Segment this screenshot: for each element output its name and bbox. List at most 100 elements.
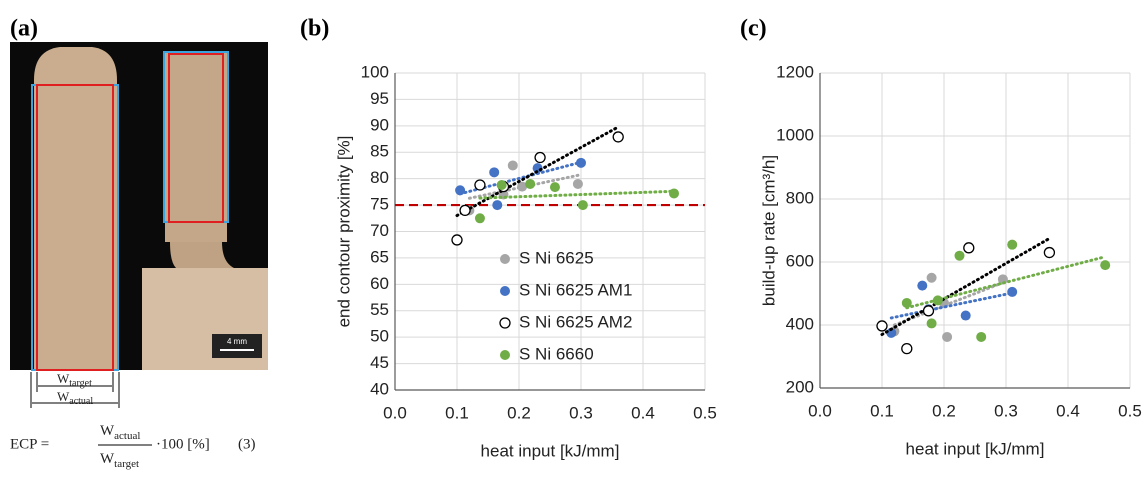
point — [451, 234, 463, 246]
trend-line — [880, 236, 1051, 337]
x-tick-label: 0.1 — [445, 403, 469, 422]
x-tick-label: 0.3 — [569, 403, 593, 422]
w-sub: target — [69, 378, 92, 389]
point — [459, 204, 471, 217]
point — [577, 200, 588, 211]
point — [942, 331, 953, 342]
legend-label: S Ni 6625 — [519, 248, 594, 267]
legend-label: S Ni 6660 — [519, 344, 594, 363]
point — [517, 181, 528, 192]
point — [932, 295, 943, 306]
y-tick-label: 45 — [370, 353, 389, 372]
point — [917, 280, 928, 291]
y-tick-label: 1200 — [776, 62, 814, 81]
w-base: W — [100, 451, 115, 467]
y-tick-label: 90 — [370, 115, 389, 134]
x-axis-label: heat input [kJ/mm] — [481, 441, 620, 460]
x-tick-label: 0.4 — [1056, 401, 1080, 420]
point — [669, 188, 679, 199]
y-tick-label: 80 — [370, 168, 389, 187]
legend-label: S Ni 6625 AM1 — [519, 280, 632, 299]
point — [960, 310, 971, 321]
sample-neck — [170, 242, 234, 268]
y-tick-label: 65 — [370, 247, 389, 266]
point — [576, 157, 586, 168]
point — [572, 178, 583, 189]
w-actual-label: Wactual — [57, 389, 93, 407]
y-tick-label: 40 — [370, 379, 389, 398]
equation-numerator: Wactual — [100, 423, 140, 441]
trend-line — [478, 189, 676, 200]
sample-right — [165, 52, 227, 242]
x-tick-label: 0.3 — [994, 401, 1018, 420]
w-sub: actual — [69, 396, 93, 407]
y-axis-label: build-up rate [cm³/h] — [759, 155, 778, 306]
trend-line — [889, 291, 1014, 320]
y-tick-label: 50 — [370, 327, 389, 346]
point — [1100, 260, 1111, 271]
y-tick-label: 1000 — [776, 125, 814, 144]
point — [1043, 246, 1056, 259]
w-base: W — [57, 389, 70, 404]
panel-label: (c) — [740, 16, 767, 42]
x-tick-label: 0.0 — [808, 401, 832, 420]
panel-label: (b) — [300, 16, 329, 42]
y-axis-label: end contour proximity [%] — [334, 136, 353, 328]
y-tick-label: 60 — [370, 274, 389, 293]
point — [926, 318, 937, 329]
x-tick-label: 0.5 — [693, 403, 717, 422]
panel-label: (a) — [10, 16, 38, 42]
point — [1007, 286, 1018, 297]
x-tick-label: 0.2 — [932, 401, 956, 420]
y-tick-label: 75 — [370, 195, 389, 214]
y-tick-label: 600 — [786, 251, 814, 270]
y-tick-label: 400 — [786, 314, 814, 333]
w-base: W — [57, 371, 70, 386]
x-tick-label: 0.1 — [870, 401, 894, 420]
legend-label: S Ni 6625 AM2 — [519, 312, 632, 331]
legend-marker — [500, 286, 510, 296]
w-sub: target — [114, 458, 139, 470]
point — [507, 160, 518, 171]
point — [963, 242, 975, 254]
legend-marker — [499, 317, 511, 329]
equation-lhs: ECP = — [10, 436, 49, 452]
y-tick-label: 95 — [370, 89, 389, 108]
x-tick-label: 0.4 — [631, 403, 655, 422]
sample-left — [34, 47, 117, 370]
y-tick-label: 85 — [370, 142, 389, 161]
y-tick-label: 55 — [370, 300, 389, 319]
point — [474, 213, 485, 224]
point — [926, 272, 937, 283]
x-axis-label: heat input [kJ/mm] — [906, 439, 1045, 458]
y-tick-label: 200 — [786, 377, 814, 396]
w-target-box — [168, 53, 224, 223]
point — [492, 200, 503, 211]
w-base: W — [100, 423, 115, 439]
point — [612, 131, 624, 143]
y-tick-label: 100 — [361, 62, 389, 81]
point — [901, 342, 913, 355]
x-tick-label: 0.5 — [1118, 401, 1142, 420]
x-tick-label: 0.2 — [507, 403, 531, 422]
y-tick-label: 70 — [370, 221, 389, 240]
scale-bar-box — [212, 334, 262, 358]
equation-denominator: Wtarget — [100, 451, 139, 469]
w-target-label: Wtarget — [57, 371, 92, 389]
legend-marker — [500, 350, 510, 360]
point — [496, 180, 507, 191]
point — [976, 331, 987, 342]
w-sub: actual — [114, 430, 140, 442]
point — [901, 297, 912, 308]
point — [534, 151, 546, 164]
point — [455, 185, 466, 196]
w-target-box — [36, 84, 114, 371]
trend-line — [455, 125, 620, 218]
point — [489, 167, 500, 178]
point — [525, 178, 536, 189]
scale-bar-label: 4 mm — [227, 337, 247, 346]
point — [922, 305, 935, 317]
point — [886, 327, 897, 338]
point — [549, 182, 560, 193]
